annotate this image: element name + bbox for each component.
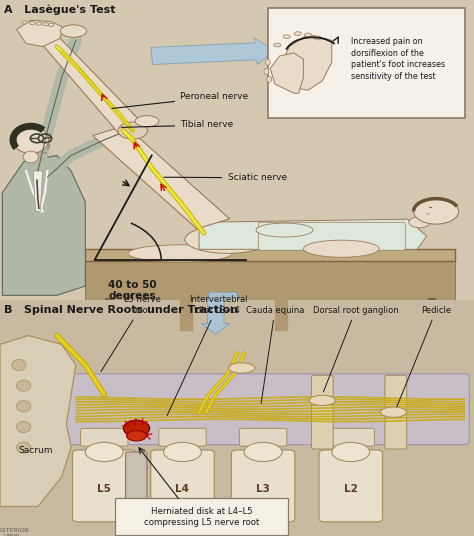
Ellipse shape — [164, 442, 201, 461]
Ellipse shape — [303, 240, 379, 257]
Ellipse shape — [36, 22, 42, 25]
Bar — [275, 300, 287, 330]
Text: Pedicle: Pedicle — [397, 306, 451, 407]
Text: L5: L5 — [97, 484, 111, 494]
Ellipse shape — [332, 442, 370, 461]
Ellipse shape — [17, 401, 31, 412]
FancyBboxPatch shape — [258, 222, 405, 250]
Ellipse shape — [128, 245, 232, 262]
Ellipse shape — [13, 126, 49, 154]
Ellipse shape — [265, 59, 270, 65]
Text: L2: L2 — [344, 484, 358, 494]
FancyBboxPatch shape — [81, 428, 128, 446]
Text: Increased pain on
dorsiflexion of the
patient's foot increases
sensitivity of th: Increased pain on dorsiflexion of the pa… — [351, 38, 445, 80]
FancyBboxPatch shape — [85, 249, 455, 261]
Text: Tibial nerve: Tibial nerve — [121, 121, 233, 130]
Text: POSTERIOR
VIEW: POSTERIOR VIEW — [0, 528, 30, 536]
FancyBboxPatch shape — [385, 375, 407, 449]
Ellipse shape — [61, 25, 86, 38]
Ellipse shape — [380, 407, 407, 418]
Text: Herniated disk at L4–L5
compressing L5 nerve root: Herniated disk at L4–L5 compressing L5 n… — [144, 507, 259, 527]
FancyBboxPatch shape — [231, 450, 295, 522]
Ellipse shape — [244, 442, 282, 461]
Ellipse shape — [43, 23, 48, 26]
Text: L3: L3 — [256, 484, 270, 494]
Ellipse shape — [29, 21, 35, 25]
Text: Intervertebral
disk L3–L4: Intervertebral disk L3–L4 — [167, 295, 247, 415]
Text: 40 to 50
degrees: 40 to 50 degrees — [109, 280, 157, 301]
Polygon shape — [199, 219, 427, 249]
Ellipse shape — [314, 36, 321, 40]
Ellipse shape — [267, 76, 272, 83]
Ellipse shape — [48, 24, 54, 26]
FancyBboxPatch shape — [319, 450, 383, 522]
Ellipse shape — [294, 32, 301, 35]
FancyBboxPatch shape — [73, 450, 136, 522]
Ellipse shape — [85, 442, 123, 461]
Ellipse shape — [23, 151, 38, 163]
FancyBboxPatch shape — [126, 452, 147, 514]
Ellipse shape — [264, 69, 269, 75]
Polygon shape — [2, 155, 85, 295]
FancyArrow shape — [151, 38, 275, 64]
Ellipse shape — [185, 226, 270, 254]
Polygon shape — [17, 20, 64, 47]
FancyArrow shape — [199, 292, 246, 330]
Polygon shape — [270, 53, 303, 93]
FancyBboxPatch shape — [311, 375, 333, 449]
Ellipse shape — [304, 33, 312, 36]
FancyBboxPatch shape — [327, 428, 374, 446]
Ellipse shape — [228, 363, 255, 373]
FancyBboxPatch shape — [268, 8, 465, 118]
Ellipse shape — [17, 421, 31, 433]
Text: A   Lasègue's Test: A Lasègue's Test — [4, 5, 115, 15]
Text: Sacrum: Sacrum — [18, 446, 53, 456]
Ellipse shape — [413, 199, 459, 224]
FancyBboxPatch shape — [66, 374, 469, 445]
Ellipse shape — [123, 420, 149, 436]
Ellipse shape — [283, 35, 290, 39]
Ellipse shape — [12, 360, 26, 370]
FancyBboxPatch shape — [159, 428, 206, 446]
Text: L4: L4 — [175, 484, 190, 494]
FancyArrow shape — [201, 300, 230, 334]
Ellipse shape — [274, 43, 281, 47]
Text: Dorsal root ganglion: Dorsal root ganglion — [313, 306, 398, 392]
Ellipse shape — [256, 223, 313, 237]
Text: Peroneal nerve: Peroneal nerve — [112, 93, 248, 108]
Bar — [428, 299, 435, 314]
Polygon shape — [33, 171, 43, 211]
Polygon shape — [280, 34, 332, 90]
Ellipse shape — [127, 430, 146, 441]
FancyBboxPatch shape — [239, 428, 287, 446]
Polygon shape — [93, 125, 229, 229]
Polygon shape — [39, 34, 145, 136]
Polygon shape — [0, 336, 76, 507]
Ellipse shape — [118, 122, 147, 139]
Ellipse shape — [135, 116, 159, 127]
Text: B   Spinal Nerve Roots under Traction: B Spinal Nerve Roots under Traction — [4, 304, 238, 315]
Text: L5 nerve
root: L5 nerve root — [101, 295, 161, 371]
Ellipse shape — [22, 21, 27, 24]
Ellipse shape — [17, 442, 31, 453]
Ellipse shape — [10, 138, 17, 145]
Text: Sciatic nerve: Sciatic nerve — [164, 173, 287, 182]
FancyBboxPatch shape — [151, 450, 214, 522]
FancyBboxPatch shape — [85, 260, 455, 311]
Bar — [180, 300, 192, 330]
FancyBboxPatch shape — [115, 498, 288, 535]
Ellipse shape — [309, 395, 336, 406]
Bar — [105, 299, 113, 314]
Ellipse shape — [17, 380, 31, 391]
Ellipse shape — [409, 217, 430, 228]
Text: Cauda equina: Cauda equina — [246, 306, 304, 404]
